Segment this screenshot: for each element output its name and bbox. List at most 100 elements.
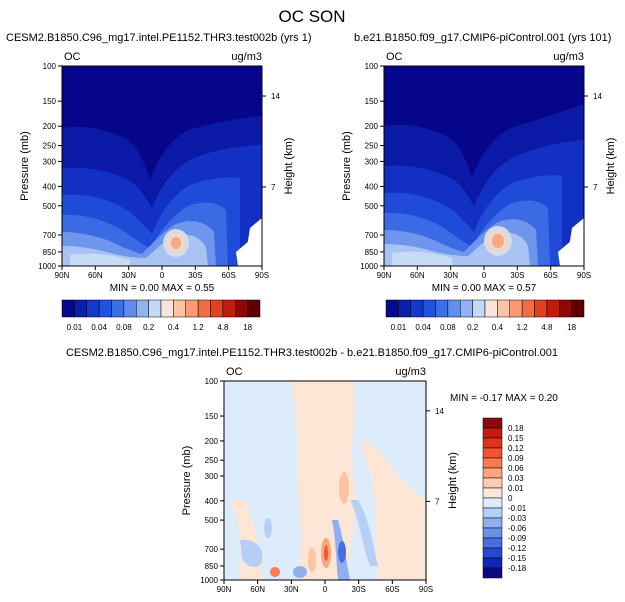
abs-colorbar-1-label: 18 [567,323,576,332]
abs-colorbar-0-swatch [222,299,236,318]
abs-colorbar-0-swatch [86,299,100,318]
panel-control-height-tick-label: 14 [593,92,602,101]
diff-colorbar-label: -0.15 [508,554,527,563]
panel-diff-height-tick-label: 14 [435,407,444,416]
panel-control-ytick-label: 400 [365,182,379,191]
abs-colorbar-0-swatch [197,299,211,318]
panel-control-ytick-label: 100 [365,62,379,71]
diff-colorbar-label: 0.09 [508,454,524,463]
diff-colorbar-label: 0.15 [508,434,524,443]
panel-diff-xtick-label: 90N [217,585,232,594]
panel-control-xtick-label: 90N [377,271,392,280]
panel-diff-xtick-label: 30S [352,585,366,594]
panel-case-ylabel: Pressure (mb) [19,131,31,201]
panel-control-ytick-label: 1000 [360,262,378,271]
panel-diff-ytick-label: 400 [205,497,219,506]
diff-colorbar-label: 0.18 [508,424,524,433]
abs-colorbar-0-swatch [173,299,186,318]
diff-colorbar-swatch [482,517,503,529]
panel-case-contours [62,66,262,266]
abs-colorbar-1-swatch [472,299,486,318]
panel-case-xtick-label: 60N [88,271,103,280]
abs-colorbar-0-swatch [111,299,125,318]
diff-colorbar-label: -0.12 [508,544,527,553]
panel-control-xtick-label: 30S [510,271,524,280]
panel-case-ytick-label: 850 [43,248,57,257]
panel-case-ytick-label: 100 [43,62,57,71]
abs-colorbar-1-swatch [460,299,473,318]
panel-diff-ytick-label: 500 [205,516,219,525]
panel-case-xtick-label: 0 [160,271,165,280]
abs-colorbar-1-label: 0.01 [391,323,407,332]
abs-colorbar-1-swatch [559,299,572,318]
abs-colorbar-0-swatch [210,299,224,318]
diff-colorbar-label: 0 [508,494,513,503]
panel-control-height-tick-label: 7 [593,183,598,192]
panel-case: CESM2.B1850.C96_mg17.intel.PE1152.THR3.t… [6,32,312,267]
abs-colorbar-1-swatch [435,299,449,318]
panel-control-ytick-label: 500 [365,202,379,211]
panel-control-xtick-label: 90S [577,271,591,280]
diff-colorbar-swatch [482,537,503,549]
panel-control-ytick-label: 200 [365,122,379,131]
diff-colorbar-swatch [482,457,503,469]
diff-colorbar-label: 0.03 [508,474,524,483]
abs-colorbar-0-swatch [136,299,149,318]
abs-colorbar-1-swatch [385,299,399,318]
diff-colorbar-label: 0.12 [508,444,524,453]
panel-diff: CESM2.B1850.C96_mg17.intel.PE1152.THR3.t… [66,347,558,581]
abs-colorbar-1-swatch [509,299,523,318]
diff-colorbar-swatch [482,557,503,569]
diff-colorbar-swatch [482,497,503,509]
panel-diff-stats: MIN = -0.17 MAX = 0.20 [450,393,558,404]
diff-colorbar-label: 0.01 [508,484,524,493]
abs-colorbar-0-label: 0.01 [67,323,83,332]
abs-colorbar-1-swatch [571,299,585,318]
diff-colorbar-swatch [482,417,503,429]
panel-case-ytick-label: 200 [43,122,57,131]
panel-case-ytick-label: 300 [43,157,57,166]
diff-colorbar-swatch [482,427,503,439]
panel-control-ytick-label: 300 [365,157,379,166]
panel-diff-ytick-label: 200 [205,437,219,446]
panel-diff-ytick-label: 1000 [200,576,218,585]
panel-diff-ytick-label: 300 [205,472,219,481]
diff-colorbar-swatch [482,467,503,479]
panel-diff-xtick-label: 60N [250,585,265,594]
panel-diff-ytick-label: 100 [205,377,219,386]
panel-case-ytick-label: 1000 [38,262,56,271]
panel-case-xtick-label: 30S [188,271,202,280]
panel-case-xtick-label: 30N [121,271,136,280]
diff-colorbar-swatch [482,477,503,489]
abs-colorbar-1-label: 4.8 [541,323,553,332]
abs-colorbar-1-swatch [447,299,461,318]
diff-colorbar-label: -0.09 [508,534,527,543]
panel-case-title: CESM2.B1850.C96_mg17.intel.PE1152.THR3.t… [6,32,312,44]
panel-diff-contours [224,381,426,580]
diff-colorbar-swatch [482,567,503,579]
diff-colorbar-label: -0.01 [508,504,527,513]
abs-colorbar-1-swatch [398,299,411,318]
panel-control-ytick-label: 150 [365,97,379,106]
panel-diff-units: ug/m3 [395,366,426,378]
abs-colorbar-1-swatch [546,299,560,318]
diff-colorbar-swatch [482,547,503,559]
abs-colorbar-0-swatch [185,299,199,318]
abs-colorbar-0-label: 0.4 [168,323,180,332]
abs-colorbar-0-swatch [247,299,261,318]
abs-colorbar-1-swatch [422,299,436,318]
panel-control-variable: OC [386,51,403,63]
abs-colorbar-1-swatch [534,299,548,318]
panel-control-ylabel: Pressure (mb) [341,131,353,201]
panel-diff-title: CESM2.B1850.C96_mg17.intel.PE1152.THR3.t… [66,347,558,359]
panel-case-stats: MIN = 0.00 MAX = 0.55 [110,283,215,294]
abs-colorbar-1-swatch [410,299,424,318]
diff-colorbar-swatch [482,447,503,459]
abs-colorbar-0-label: 1.2 [193,323,205,332]
panel-diff-xtick-label: 60S [385,585,399,594]
panel-case-units: ug/m3 [231,51,262,63]
abs-colorbar-1-swatch [484,299,498,318]
panel-case-ytick-label: 400 [43,182,57,191]
